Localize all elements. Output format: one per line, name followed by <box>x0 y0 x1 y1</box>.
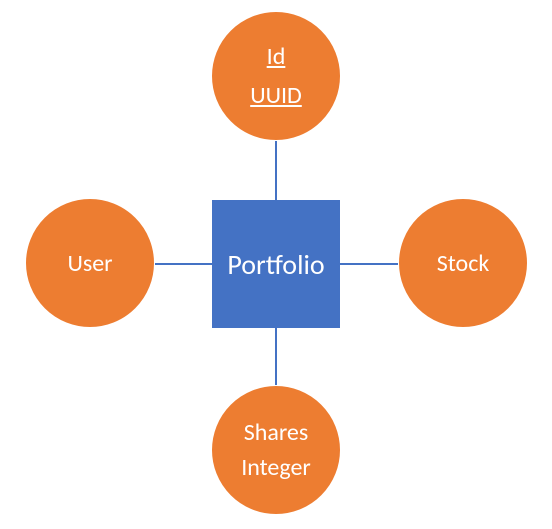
node-portfolio-label: Portfolio <box>227 247 324 282</box>
edge-right-center <box>340 263 398 265</box>
node-user-label: User <box>67 249 112 278</box>
node-shares-label-1: Integer <box>241 453 311 482</box>
node-id: Id UUID <box>211 11 341 141</box>
node-stock: Stock <box>398 198 528 328</box>
node-stock-label: Stock <box>437 249 490 278</box>
node-id-label-1: UUID <box>250 81 302 110</box>
edge-left-center <box>155 263 212 265</box>
edge-top-center <box>275 141 277 200</box>
edge-bottom-center <box>275 328 277 385</box>
node-shares-label-0: Shares <box>244 418 309 447</box>
node-id-label-0: Id <box>267 42 286 71</box>
node-user: User <box>25 198 155 328</box>
diagram-canvas: Portfolio Id UUID User Stock Shares Inte… <box>0 0 552 529</box>
node-shares: Shares Integer <box>211 385 341 515</box>
node-portfolio: Portfolio <box>212 200 340 328</box>
